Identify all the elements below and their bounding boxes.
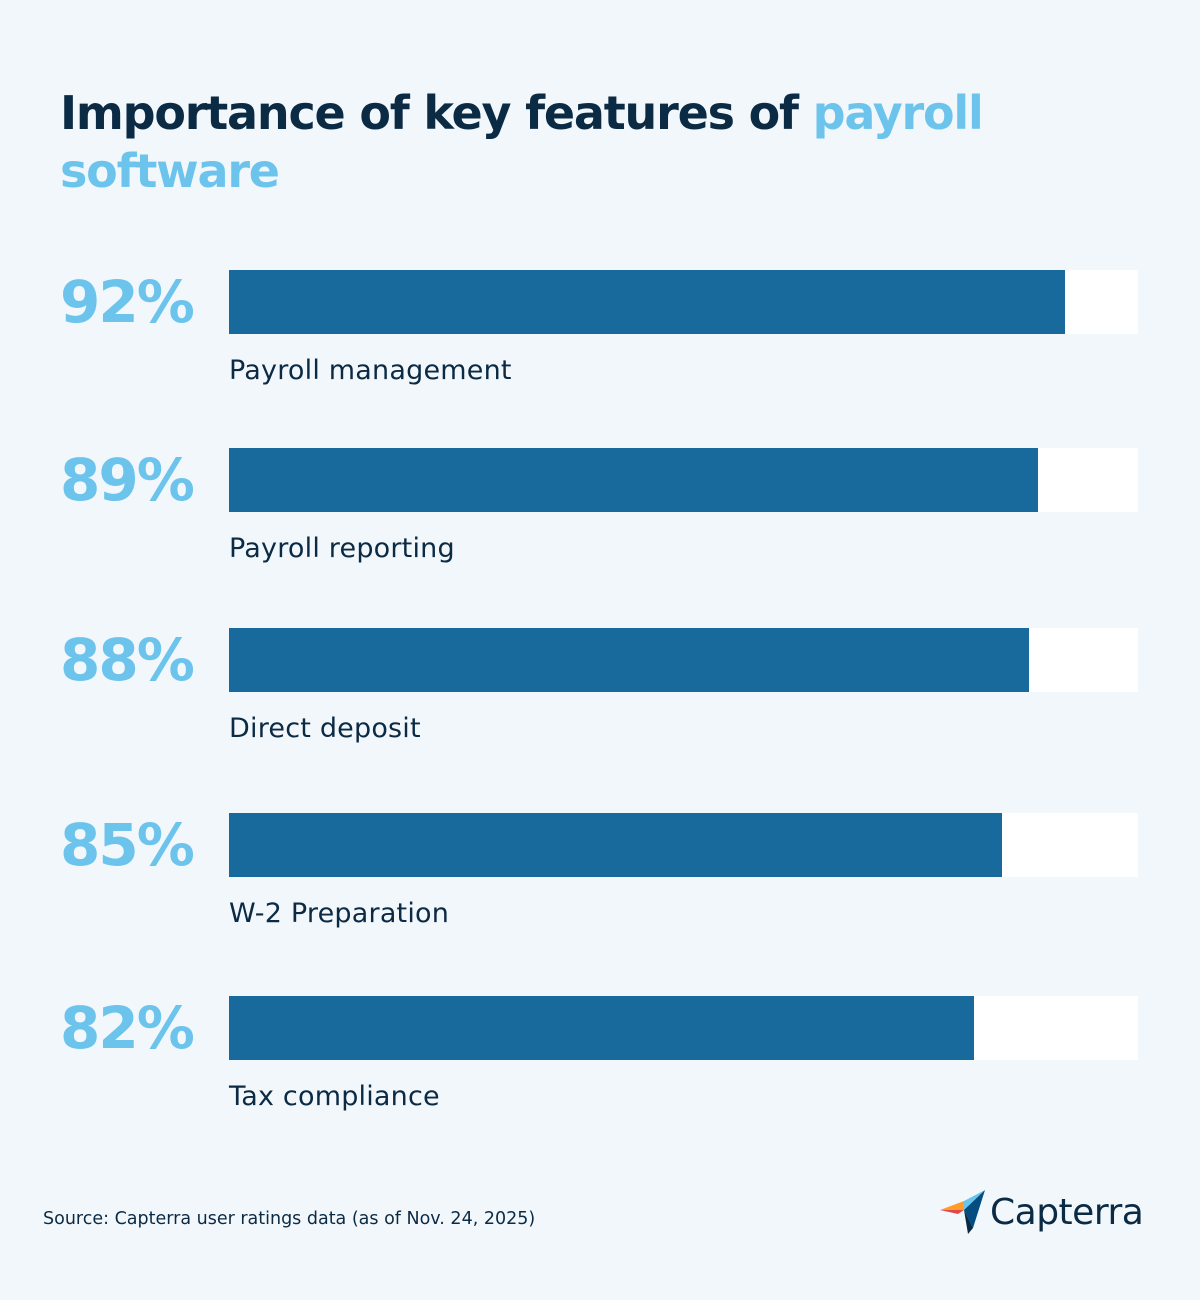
bar-row: 92% Payroll management xyxy=(0,270,1200,400)
category-label: Payroll reporting xyxy=(229,533,455,564)
bar-track xyxy=(229,813,1138,877)
bar xyxy=(229,996,975,1060)
brand-name: Capterra xyxy=(990,1192,1144,1233)
title-main: Importance of key features of xyxy=(60,86,813,140)
bar xyxy=(229,628,1029,692)
value-label: 88% xyxy=(60,626,195,694)
bar xyxy=(229,448,1038,512)
source-note: Source: Capterra user ratings data (as o… xyxy=(43,1209,536,1229)
category-label: W-2 Preparation xyxy=(229,898,450,929)
bar-track xyxy=(229,270,1138,334)
bar-track xyxy=(229,996,1138,1060)
bar-row: 88% Direct deposit xyxy=(0,628,1200,758)
bar xyxy=(229,813,1002,877)
value-label: 85% xyxy=(60,811,195,879)
bar xyxy=(229,270,1066,334)
title-highlight: payroll software xyxy=(60,86,984,198)
chart-title: Importance of key features of payroll so… xyxy=(60,84,1060,200)
value-label: 89% xyxy=(60,446,195,514)
bar-track xyxy=(229,628,1138,692)
capterra-logo: Capterra xyxy=(938,1188,1158,1238)
bar-track xyxy=(229,448,1138,512)
bar-row: 82% Tax compliance xyxy=(0,996,1200,1126)
value-label: 82% xyxy=(60,994,195,1062)
capterra-logo-icon xyxy=(940,1190,985,1234)
bar-row: 85% W-2 Preparation xyxy=(0,813,1200,943)
value-label: 92% xyxy=(60,268,195,336)
bar-row: 89% Payroll reporting xyxy=(0,448,1200,578)
category-label: Direct deposit xyxy=(229,713,421,744)
category-label: Payroll management xyxy=(229,355,512,386)
category-label: Tax compliance xyxy=(229,1081,440,1112)
